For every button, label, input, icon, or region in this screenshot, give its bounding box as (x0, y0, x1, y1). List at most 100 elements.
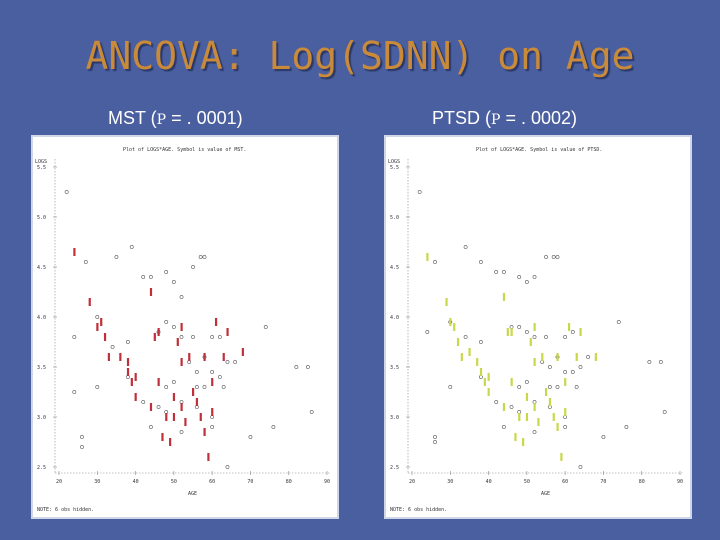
data-point-group-1 (134, 393, 137, 401)
x-tick-label: 70 (600, 479, 606, 485)
data-point-group-0 (114, 255, 119, 259)
data-point-group-0 (547, 385, 552, 389)
data-point-group-0 (95, 315, 100, 319)
data-point-group-1 (199, 413, 202, 421)
data-point-group-1 (575, 353, 578, 361)
data-point-group-1 (214, 318, 218, 326)
data-point-group-0 (532, 275, 537, 279)
data-point-group-0 (586, 355, 591, 359)
data-point-group-0 (64, 190, 69, 194)
data-point-group-1 (518, 413, 521, 421)
y-tick-label: 2.5 (37, 465, 46, 471)
data-point-group-0 (425, 330, 430, 334)
y-tick-label: 3.0 (390, 415, 399, 421)
data-point-group-1 (184, 418, 187, 426)
data-point-group-0 (191, 335, 195, 339)
y-tick-label: 3.5 (390, 365, 399, 371)
x-tick-label: 90 (324, 479, 330, 485)
data-point-group-1 (103, 333, 107, 341)
data-point-group-1 (172, 393, 176, 401)
data-point-group-0 (80, 435, 84, 439)
data-point-group-0 (171, 280, 176, 284)
data-point-group-1 (522, 438, 525, 446)
data-point-group-1 (552, 413, 555, 421)
ptsd-caption-p-symbol: P (491, 112, 501, 128)
mst-scatter-plot: Plot of LOGS*AGE. Symbol is value of MST… (35, 147, 331, 513)
data-point-group-0 (662, 410, 667, 414)
data-point-group-0 (217, 335, 222, 339)
data-point-group-0 (574, 385, 579, 389)
x-axis-label: AGE (188, 491, 197, 497)
x-tick-label: 90 (677, 479, 683, 485)
y-tick-label: 4.0 (37, 315, 46, 321)
ptsd-caption: PTSD (P = . 0002) (432, 108, 577, 129)
data-point-group-1 (506, 328, 509, 336)
x-tick-label: 60 (209, 479, 215, 485)
x-tick-label: 20 (56, 479, 62, 485)
chart-title: Plot of LOGS*AGE. Symbol is value of MST… (123, 147, 246, 153)
data-point-group-1 (149, 403, 153, 411)
data-point-group-1 (514, 433, 517, 441)
data-point-group-0 (563, 370, 568, 374)
data-point-group-1 (130, 378, 133, 386)
data-point-group-1 (176, 338, 179, 346)
data-point-group-0 (148, 275, 153, 279)
data-point-group-1 (157, 328, 160, 336)
data-point-group-0 (141, 275, 146, 279)
chart-title: Plot of LOGS*AGE. Symbol is value of PTS… (476, 147, 602, 153)
data-point-group-0 (570, 330, 575, 334)
y-tick-label: 2.5 (390, 465, 399, 471)
data-point-group-0 (129, 245, 134, 249)
data-point-group-1 (161, 433, 164, 441)
data-point-group-0 (433, 440, 437, 444)
data-point-group-0 (179, 295, 184, 299)
data-point-group-1 (203, 353, 206, 361)
data-point-group-0 (501, 425, 506, 429)
y-tick-label: 5.5 (390, 165, 399, 171)
data-point-group-0 (126, 340, 130, 344)
y-tick-label: 4.5 (37, 265, 46, 271)
data-point-group-0 (551, 255, 556, 259)
slide-title: ANCOVA: Log(SDNN) on Age (85, 34, 635, 78)
data-point-group-1 (241, 348, 244, 356)
mst-caption-p-symbol: P (156, 112, 167, 128)
data-point-group-1 (180, 403, 183, 411)
data-point-group-1 (207, 453, 210, 461)
y-tick-label: 4.0 (390, 315, 399, 321)
data-point-group-0 (194, 385, 199, 389)
data-point-group-0 (647, 360, 652, 364)
chart-note: NOTE: 6 obs hidden. (390, 507, 447, 513)
x-tick-label: 30 (447, 479, 453, 485)
data-point-group-1 (169, 438, 172, 446)
data-point-group-0 (271, 425, 276, 429)
data-point-group-1 (453, 323, 456, 331)
data-point-group-1 (564, 378, 567, 386)
data-point-group-0 (479, 260, 483, 264)
ptsd-caption-suffix: = . 0002) (500, 108, 577, 128)
x-tick-label: 40 (486, 479, 492, 485)
y-tick-label: 3.0 (37, 415, 46, 421)
data-point-group-1 (226, 328, 229, 336)
data-point-group-1 (157, 378, 160, 386)
data-point-group-0 (463, 335, 468, 339)
data-point-group-0 (164, 385, 169, 389)
data-point-group-0 (225, 360, 230, 364)
data-point-group-0 (555, 255, 560, 259)
data-point-group-0 (563, 335, 568, 339)
data-point-group-1 (119, 353, 122, 361)
data-point-group-0 (72, 335, 77, 339)
data-point-group-1 (510, 378, 513, 386)
data-point-group-0 (210, 370, 215, 374)
data-point-group-1 (126, 358, 130, 366)
data-point-group-0 (547, 365, 552, 369)
data-point-group-1 (456, 338, 460, 346)
data-point-group-1 (567, 323, 571, 331)
x-tick-label: 70 (247, 479, 253, 485)
data-point-group-0 (164, 270, 169, 274)
data-point-group-1 (126, 368, 130, 376)
data-point-group-0 (83, 260, 88, 264)
data-point-group-1 (73, 248, 76, 256)
data-point-group-1 (483, 378, 486, 386)
data-point-group-1 (211, 378, 214, 386)
x-tick-label: 40 (133, 479, 139, 485)
